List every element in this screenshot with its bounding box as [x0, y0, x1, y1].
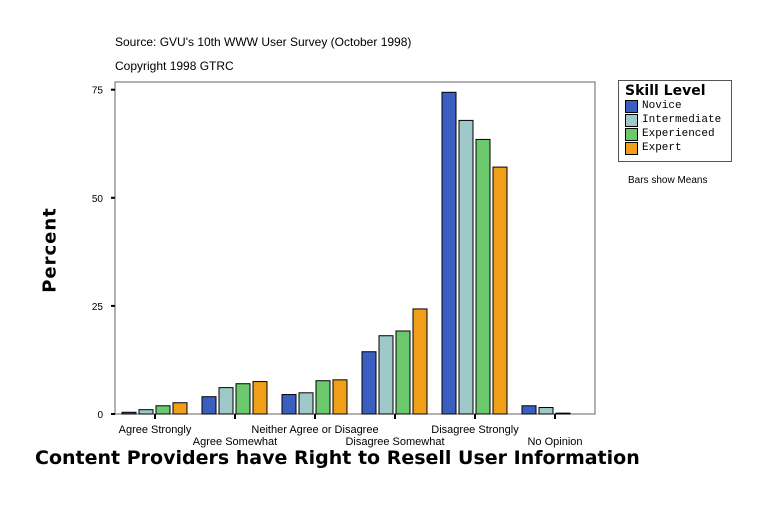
bar-expert [332, 379, 348, 415]
bar-experienced [555, 412, 571, 415]
legend-swatch [625, 127, 638, 141]
x-tick-label: Disagree Somewhat [345, 436, 444, 448]
bar-expert [492, 166, 508, 415]
x-tick-label: No Opinion [527, 436, 582, 448]
legend-title: Skill Level [625, 83, 706, 99]
y-tick-label: 75 [92, 86, 104, 97]
source-text: Source: GVU's 10th WWW User Survey (Octo… [115, 35, 412, 49]
y-tick-label: 50 [92, 194, 104, 205]
bar-novice [361, 351, 377, 415]
legend-label: Novice [642, 100, 682, 112]
bar-intermediate [458, 119, 474, 415]
note-text: Bars show Means [628, 175, 708, 186]
legend-swatch [625, 141, 638, 155]
copyright-text: Copyright 1998 GTRC [115, 59, 234, 73]
bar-expert [252, 381, 268, 415]
bar-novice [121, 411, 137, 415]
y-tick-label: 0 [97, 410, 103, 421]
y-axis-label: Percent [39, 207, 61, 293]
legend-label: Experienced [642, 128, 715, 140]
bar-novice [201, 396, 217, 415]
bar-intermediate [538, 407, 554, 415]
legend-item: Novice [625, 99, 731, 113]
legend-swatch [625, 99, 638, 113]
bar-experienced [235, 383, 251, 415]
bar-intermediate [298, 392, 314, 415]
x-tick-label: Neither Agree or Disagree [251, 424, 378, 436]
bar-experienced [315, 380, 331, 415]
plot-frame [114, 81, 596, 415]
x-tick-label: Agree Strongly [119, 424, 192, 436]
legend: Skill Level Novice Intermediate Experience… [618, 80, 732, 162]
bar-experienced [475, 138, 491, 415]
y-tick-label: 25 [92, 302, 104, 313]
bar-expert [172, 402, 188, 415]
bar-intermediate [378, 335, 394, 415]
bar-intermediate [218, 387, 234, 415]
x-tick-label: Agree Somewhat [193, 436, 277, 448]
bar-expert [412, 308, 428, 415]
legend-label: Intermediate [642, 114, 722, 126]
bar-novice [441, 91, 457, 415]
x-tick-label: Disagree Strongly [431, 424, 519, 436]
x-axis-label: Content Providers have Right to Resell U… [35, 447, 640, 469]
bar-experienced [395, 330, 411, 415]
bar-novice [521, 405, 537, 415]
legend-item: Intermediate [625, 113, 731, 127]
legend-item: Experienced [625, 127, 731, 141]
legend-item: Expert [625, 141, 731, 155]
bar-intermediate [138, 409, 154, 415]
bar-experienced [155, 405, 171, 415]
bar-novice [281, 394, 297, 415]
legend-label: Expert [642, 142, 682, 154]
legend-swatch [625, 113, 638, 127]
